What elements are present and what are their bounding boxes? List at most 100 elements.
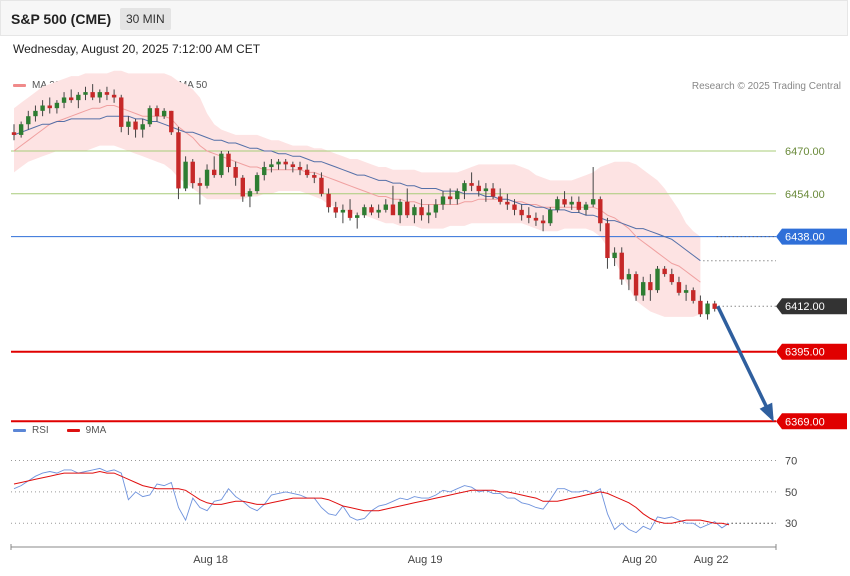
level-tag-6395.00	[776, 343, 847, 360]
candle-body	[426, 212, 431, 216]
rsi-tick-label-30: 30	[785, 518, 797, 530]
candle-body	[412, 207, 417, 216]
candle-body	[605, 223, 610, 259]
header-bar: S&P 500 (CME) 30 MIN	[0, 0, 848, 36]
candle-body	[183, 161, 188, 189]
candle-body	[47, 105, 52, 109]
candle-body	[18, 124, 24, 135]
candle-body	[505, 201, 510, 205]
candle-body	[40, 105, 45, 111]
candle-body	[304, 169, 310, 176]
copyright-note: Research © 2025 Trading Central	[691, 81, 841, 92]
candle-body	[433, 204, 439, 213]
candle-body	[626, 274, 632, 280]
candle-body	[462, 183, 467, 192]
candle-body	[269, 164, 274, 168]
candle-body	[119, 97, 124, 127]
candle-body	[691, 290, 696, 301]
candle-body	[312, 175, 317, 178]
candle-body	[276, 161, 281, 165]
candle-body	[147, 108, 153, 125]
candle-body	[355, 215, 360, 218]
candle-body	[133, 121, 138, 130]
rsi-legend-label: RSI	[32, 425, 49, 436]
candle-body	[104, 92, 110, 95]
level-label-6369.00: 6369.00	[785, 416, 825, 428]
candle-body	[712, 303, 717, 309]
candle-body	[562, 199, 567, 205]
candle-body	[126, 121, 131, 127]
candle-body	[204, 169, 210, 186]
rsi-tick-label-70: 70	[785, 456, 797, 468]
candle-body	[641, 282, 646, 296]
candle-body	[490, 188, 496, 197]
candle-body	[476, 185, 481, 192]
level-label-6470.00: 6470.00	[785, 146, 825, 158]
candle-body	[612, 252, 617, 259]
candle-body	[619, 252, 624, 280]
rsi-9ma-line	[13, 470, 730, 526]
candle-body	[290, 164, 296, 168]
candle-body	[512, 204, 517, 210]
candle-body	[655, 268, 660, 291]
ma50-legend-label: MA 50	[178, 80, 208, 91]
candle-body	[90, 92, 95, 98]
candle-body	[498, 196, 503, 202]
candle-body	[376, 209, 381, 213]
candle-body	[662, 268, 667, 275]
level-label-6454.00: 6454.00	[785, 189, 825, 201]
timeframe-badge[interactable]: 30 MIN	[120, 8, 171, 30]
candle-body	[390, 204, 396, 216]
level-label-6438.00: 6438.00	[785, 232, 825, 244]
candle-body	[683, 290, 689, 293]
candle-body	[669, 274, 674, 283]
candle-body	[405, 201, 410, 216]
candle-body	[69, 97, 74, 101]
candle-body	[61, 97, 67, 103]
rsi-legend-swatch	[13, 429, 26, 432]
rsi-ma-legend-swatch	[66, 429, 80, 432]
candle-body	[698, 300, 703, 315]
candle-body	[590, 199, 596, 205]
candle-body	[240, 177, 245, 197]
candle-body	[333, 207, 338, 213]
candle-body	[161, 110, 167, 117]
x-tick-label-Aug-20: Aug 20	[622, 554, 657, 566]
level-tag-6412.00	[776, 298, 847, 315]
candle-body	[219, 153, 224, 176]
candle-body	[397, 201, 403, 216]
x-tick-label-Aug-22: Aug 22	[694, 554, 729, 566]
timestamp-line: Wednesday, August 20, 2025 7:12:00 AM CE…	[13, 42, 261, 56]
candle-body	[483, 188, 489, 192]
candle-body	[519, 209, 524, 216]
candle-body	[212, 169, 217, 176]
candle-body	[469, 183, 474, 186]
instrument-title: S&P 500 (CME)	[11, 11, 112, 27]
candle-body	[440, 196, 446, 205]
candle-body	[233, 167, 238, 178]
candle-body	[319, 177, 324, 194]
candle-body	[569, 201, 574, 205]
candle-body	[369, 207, 374, 213]
candle-body	[169, 110, 174, 133]
rsi-ma-legend-label: 9MA	[85, 425, 107, 436]
candle-body	[226, 153, 231, 168]
candle-body	[540, 220, 546, 224]
candle-body	[383, 204, 388, 210]
level-tag-6438.00	[776, 228, 847, 245]
candle-body	[11, 132, 17, 135]
candle-body	[455, 191, 460, 200]
rsi-legend: RSI 9MA	[13, 425, 106, 436]
candle-body	[176, 132, 181, 189]
level-label-6395.00: 6395.00	[785, 347, 825, 359]
candle-body	[26, 116, 31, 125]
candle-body	[83, 92, 88, 95]
candle-body	[362, 207, 367, 216]
x-tick-label-Aug-19: Aug 19	[408, 554, 443, 566]
candle-body	[262, 167, 267, 176]
candle-body	[76, 94, 81, 101]
projection-arrow-head	[759, 402, 774, 422]
ma20-legend-swatch	[13, 84, 26, 87]
